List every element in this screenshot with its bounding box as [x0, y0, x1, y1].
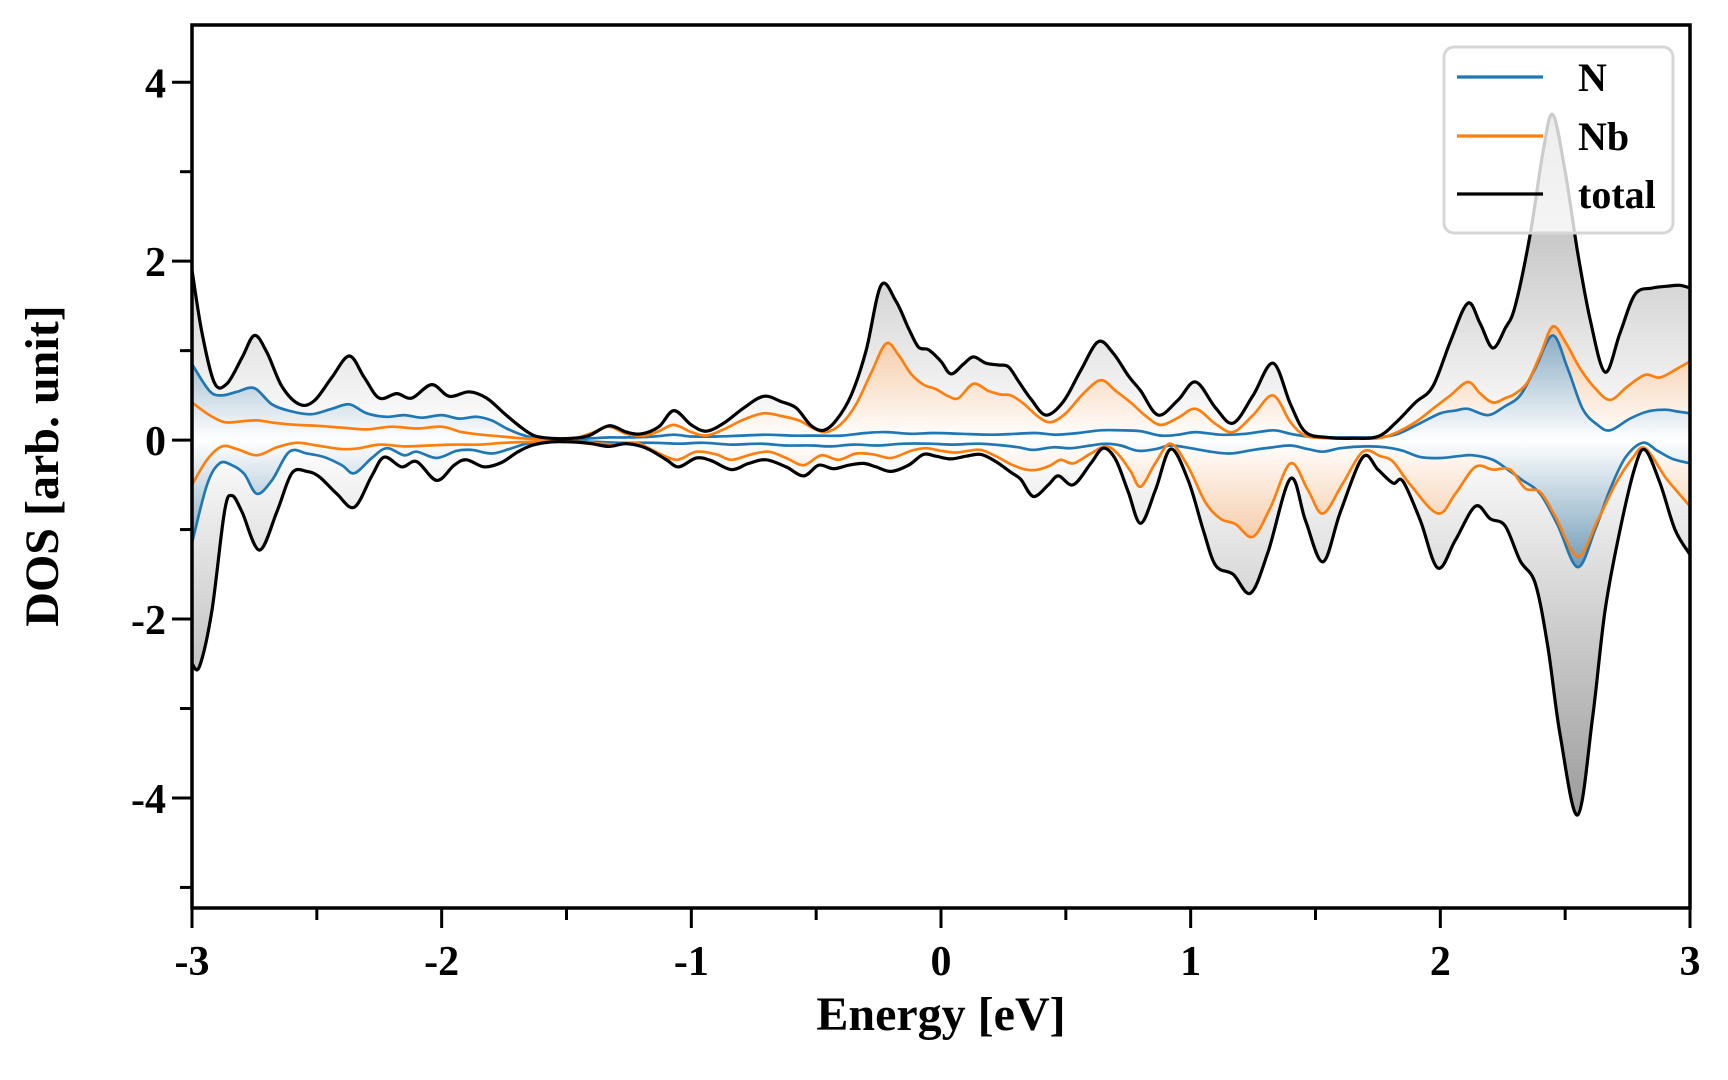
y-tick-label: 0 — [145, 419, 166, 465]
x-tick-label: -1 — [674, 939, 709, 985]
x-tick-label: -3 — [175, 939, 210, 985]
legend-label-nb: Nb — [1578, 114, 1629, 159]
x-tick-label: 1 — [1180, 939, 1201, 985]
y-tick-label: -4 — [131, 777, 166, 823]
Nb-spin-down-curve — [192, 439, 1690, 558]
N-spin-down-curve — [192, 439, 1690, 569]
x-tick-label: -2 — [424, 939, 459, 985]
axis-ticks: -3 -2 -1 0 1 2 3 -4 -2 0 2 4 — [131, 61, 1701, 985]
total-spin-up-curve — [192, 112, 1690, 441]
y-axis-title: DOS [arb. unit] — [16, 305, 69, 626]
legend-label-n: N — [1578, 55, 1607, 100]
y-tick-label: 4 — [145, 61, 166, 107]
legend: N Nb total — [1442, 45, 1675, 235]
legend-box — [1442, 45, 1675, 235]
x-tick-label: 3 — [1680, 939, 1701, 985]
Nb-spin-up-curve — [192, 324, 1690, 442]
total-spin-down-curve — [192, 439, 1690, 817]
x-axis-title: Energy [eV] — [816, 988, 1065, 1041]
plot-frame — [190, 23, 1692, 910]
x-tick-label: 0 — [931, 939, 952, 985]
N-spin-up-curve — [192, 334, 1690, 441]
legend-label-total: total — [1578, 172, 1656, 217]
y-tick-label: -2 — [131, 598, 166, 644]
y-tick-label: 2 — [145, 240, 166, 286]
x-tick-label: 2 — [1430, 939, 1451, 985]
